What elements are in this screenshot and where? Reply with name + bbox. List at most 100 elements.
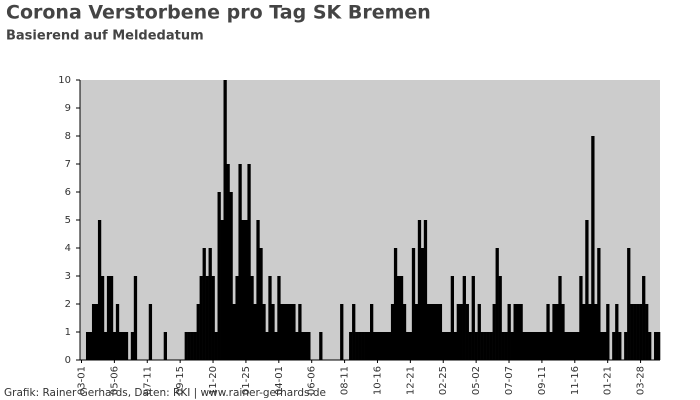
bar <box>286 304 290 360</box>
bar <box>549 332 553 360</box>
bar <box>202 248 206 360</box>
bar <box>615 304 619 360</box>
bar <box>534 332 538 360</box>
bar <box>633 304 637 360</box>
bar <box>340 304 344 360</box>
x-tick-label: 09-11 <box>537 366 548 395</box>
bar <box>555 304 559 360</box>
bar <box>630 304 634 360</box>
bar <box>510 332 514 360</box>
bar <box>516 304 520 360</box>
x-tick-label: 05-06 <box>109 366 120 395</box>
bar <box>121 332 126 360</box>
bar <box>361 332 365 360</box>
bar <box>381 332 386 360</box>
bar <box>504 332 508 360</box>
bar <box>612 332 616 360</box>
bar <box>271 304 275 360</box>
bar <box>606 304 610 360</box>
x-tick-label: 03-01 <box>76 366 87 395</box>
bar <box>408 332 413 360</box>
bar <box>280 304 284 360</box>
y-tick-label: 9 <box>65 103 71 114</box>
bar <box>109 276 114 360</box>
y-tick-label: 10 <box>58 75 71 86</box>
bar <box>289 304 293 360</box>
bar <box>247 164 251 360</box>
bar <box>432 304 437 360</box>
bar <box>378 332 383 360</box>
bar <box>588 304 592 360</box>
bar <box>319 332 323 360</box>
bar <box>540 332 544 360</box>
bar <box>543 332 547 360</box>
bar <box>205 276 209 360</box>
bar <box>567 332 571 360</box>
bar <box>307 332 311 360</box>
bar <box>438 304 443 360</box>
x-tick-label: 07-11 <box>142 366 153 395</box>
bar <box>88 332 93 360</box>
bar <box>396 276 401 360</box>
bar <box>405 332 410 360</box>
bar <box>384 332 389 360</box>
bar <box>235 276 239 360</box>
bar <box>253 304 257 360</box>
bar <box>211 276 215 360</box>
bar <box>214 332 218 360</box>
bar <box>372 332 377 360</box>
bar <box>531 332 535 360</box>
bar <box>387 332 392 360</box>
x-tick-label: 07-07 <box>504 366 515 395</box>
bar <box>552 304 556 360</box>
y-tick-label: 8 <box>65 131 71 142</box>
bar <box>277 276 281 360</box>
bar <box>486 332 490 360</box>
bar <box>480 332 484 360</box>
bar <box>576 332 580 360</box>
chart-subtitle: Basierend auf Meldedatum <box>6 29 204 44</box>
bar <box>367 332 371 360</box>
bar <box>603 332 607 360</box>
bar <box>561 304 565 360</box>
x-tick-label: 10-16 <box>372 366 383 395</box>
bar <box>435 304 440 360</box>
bar <box>283 304 287 360</box>
bar <box>292 304 296 360</box>
bar <box>124 332 129 360</box>
x-tick-label: 01-25 <box>241 366 252 395</box>
bar <box>390 304 395 360</box>
bar <box>636 304 640 360</box>
bar <box>250 276 254 360</box>
bar <box>103 332 108 360</box>
bar <box>519 304 523 360</box>
bar <box>217 192 221 360</box>
bar <box>597 248 601 360</box>
bar <box>546 304 550 360</box>
bar <box>196 304 200 360</box>
bar <box>456 304 460 360</box>
bar <box>483 332 487 360</box>
footer: Grafik: Rainer Gerhards, Daten: RKI | ww… <box>4 387 326 399</box>
bar <box>453 332 458 360</box>
bar <box>627 248 631 360</box>
chart-title: Corona Verstorbene pro Tag SK Bremen <box>6 2 431 24</box>
bar <box>492 304 496 360</box>
bar <box>91 304 96 360</box>
bar <box>106 276 111 360</box>
bar <box>238 164 242 360</box>
bar <box>370 304 374 360</box>
bar <box>624 332 628 360</box>
bar <box>462 276 466 360</box>
bar <box>199 276 203 360</box>
bar <box>423 220 428 360</box>
y-tick-label: 7 <box>65 159 71 170</box>
bar <box>537 332 541 360</box>
bar <box>274 332 278 360</box>
bar <box>495 248 499 360</box>
bar <box>220 220 224 360</box>
x-tick-label: 01-21 <box>603 366 614 395</box>
bar <box>426 304 431 360</box>
y-tick-label: 5 <box>65 215 71 226</box>
